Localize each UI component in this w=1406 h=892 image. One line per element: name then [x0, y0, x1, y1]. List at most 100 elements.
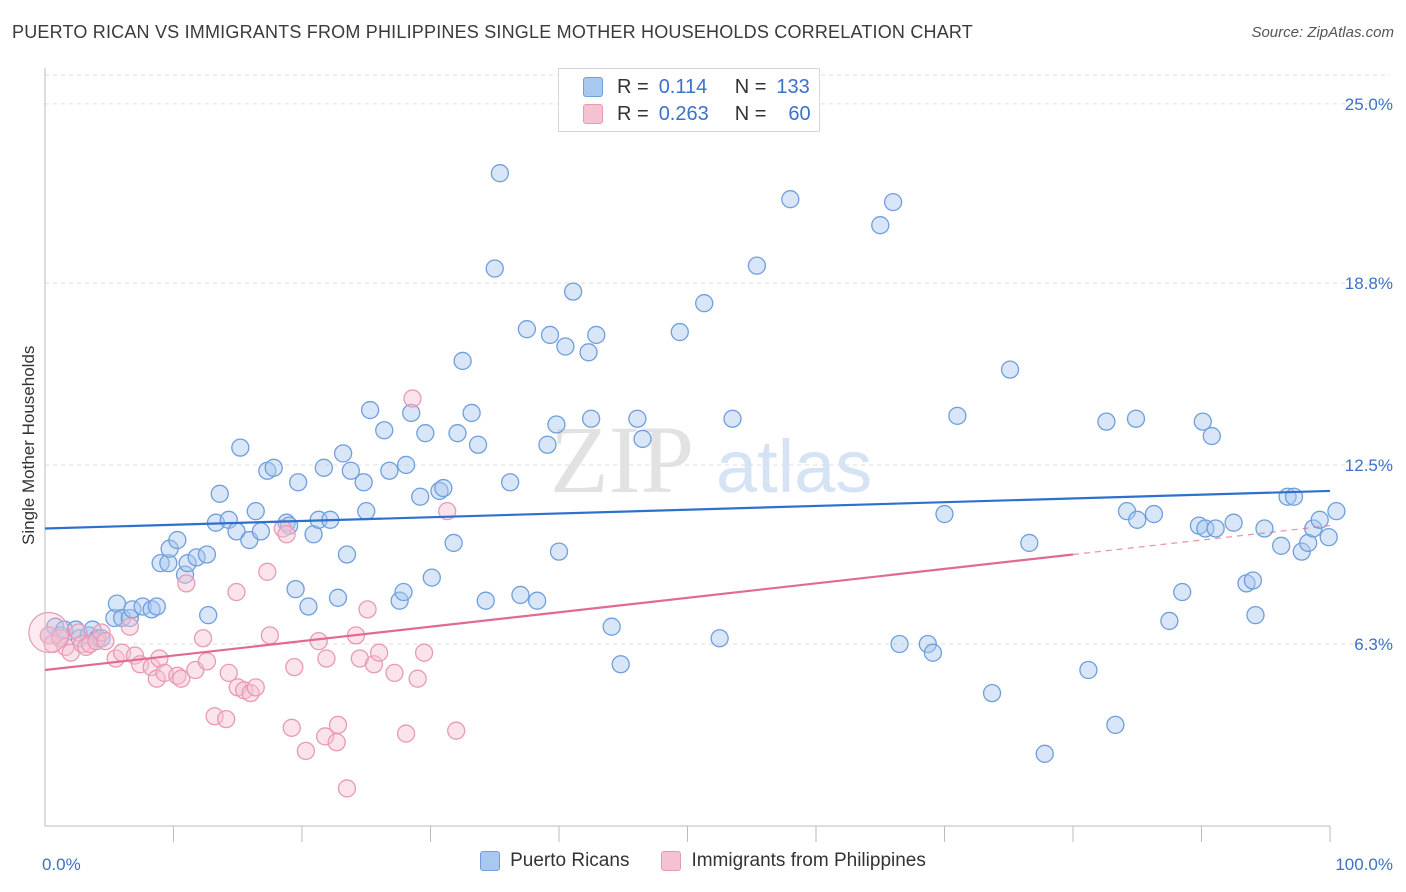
data-point	[328, 715, 348, 735]
data-point	[341, 461, 360, 480]
data-point	[364, 655, 384, 674]
data-point	[172, 669, 191, 688]
data-point	[1144, 504, 1164, 524]
data-point	[982, 683, 1002, 703]
data-point	[1319, 528, 1338, 547]
legend-label: Puerto Ricans	[510, 850, 630, 871]
data-point	[309, 631, 328, 651]
data-point	[1173, 582, 1192, 602]
data-point	[227, 582, 246, 602]
data-point	[264, 458, 283, 477]
data-point	[1206, 519, 1225, 538]
data-point	[414, 643, 434, 662]
r-value: 0.114	[658, 75, 708, 98]
x-tick-label: 100.0%	[1335, 855, 1393, 874]
legend-label: Immigrants from Philippines	[691, 850, 926, 871]
data-point	[517, 320, 537, 339]
data-point	[556, 337, 575, 356]
chart-title: PUERTO RICAN VS IMMIGRANTS FROM PHILIPPI…	[12, 22, 974, 42]
data-point	[935, 504, 954, 524]
watermark-atlas: atlas	[716, 425, 872, 508]
x-tick-label: 0.0%	[42, 855, 81, 874]
tick-labels: 6.3% 12.5% 18.8% 25.0% 0.0% 100.0%	[42, 95, 1393, 874]
data-point	[1246, 605, 1265, 625]
data-point	[246, 678, 265, 697]
data-point	[333, 444, 353, 463]
data-point	[403, 389, 422, 408]
data-point	[1327, 502, 1346, 521]
data-point	[317, 649, 336, 668]
data-point	[205, 707, 224, 726]
data-point	[390, 591, 409, 610]
data-point	[96, 631, 115, 651]
data-point	[394, 582, 413, 602]
n-label: N =	[734, 102, 767, 125]
data-point	[695, 294, 714, 313]
data-point	[581, 409, 601, 428]
data-point	[579, 343, 598, 362]
data-point	[628, 409, 647, 428]
data-point	[142, 600, 161, 619]
data-point	[354, 473, 373, 492]
data-point	[1243, 571, 1263, 590]
data-point	[92, 623, 111, 642]
data-point	[511, 585, 530, 605]
data-point	[918, 634, 937, 654]
data-point	[197, 652, 217, 671]
swatch-blue	[583, 77, 603, 97]
stats-row-puerto-ricans: R = 0.114 N = 133	[583, 74, 810, 100]
r-label: R =	[617, 102, 649, 125]
data-point	[39, 626, 59, 645]
data-point	[187, 548, 206, 567]
data-point	[781, 190, 800, 209]
data-point	[1196, 519, 1215, 538]
data-point	[286, 579, 305, 599]
data-point	[260, 626, 280, 645]
data-point	[453, 351, 472, 371]
data-point	[369, 643, 389, 662]
data-point	[328, 588, 348, 607]
data-point	[69, 623, 88, 642]
data-point	[476, 591, 495, 610]
data-point	[434, 478, 453, 498]
data-point	[258, 562, 277, 581]
axes	[44, 68, 1331, 842]
data-point	[883, 192, 903, 212]
stats-legend: R = 0.114 N = 133 R = 0.263 N = 60	[558, 68, 820, 132]
data-point	[315, 727, 335, 746]
y-tick-label: 6.3%	[1354, 635, 1393, 654]
data-point	[611, 655, 630, 674]
data-point	[285, 657, 304, 677]
chart-source: Source: ZipAtlas.com	[1251, 24, 1394, 41]
data-point	[602, 617, 621, 636]
data-point	[358, 600, 377, 619]
data-point	[1128, 510, 1147, 529]
data-point	[177, 574, 196, 593]
data-point	[1310, 510, 1329, 529]
data-point	[151, 554, 170, 573]
data-point	[538, 435, 557, 454]
data-point	[120, 617, 139, 636]
data-point	[547, 415, 566, 434]
data-point	[396, 455, 416, 475]
n-label: N =	[734, 75, 767, 98]
data-point	[468, 435, 488, 454]
r-value: 0.263	[658, 102, 709, 125]
data-point	[1202, 426, 1221, 446]
data-point	[1126, 409, 1146, 428]
data-point	[197, 545, 217, 564]
data-point	[1035, 744, 1054, 763]
data-point	[1079, 660, 1098, 680]
data-point	[416, 424, 435, 443]
data-point	[105, 608, 124, 628]
y-tick-label: 18.8%	[1345, 274, 1393, 293]
data-point	[314, 458, 333, 477]
y-axis-label: Single Mother Households	[19, 345, 38, 545]
data-point	[199, 605, 218, 625]
data-point	[501, 473, 520, 492]
data-point	[217, 709, 236, 729]
y-tick-label: 12.5%	[1345, 456, 1393, 475]
swatch-pink	[583, 104, 603, 124]
data-point	[447, 721, 466, 740]
data-point	[1097, 412, 1116, 431]
